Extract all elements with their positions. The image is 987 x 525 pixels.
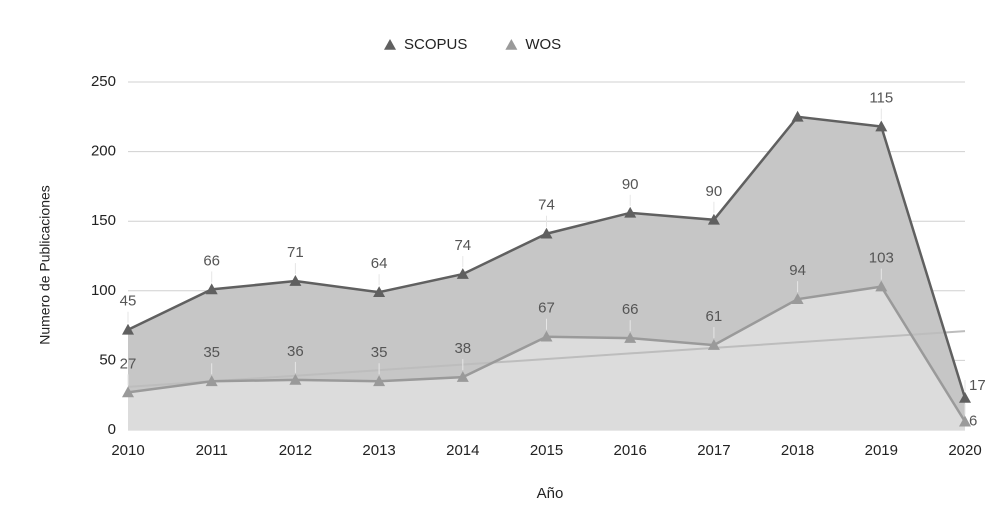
value-label: 67 [538, 300, 555, 317]
value-label: 6 [969, 413, 977, 430]
marker [456, 268, 469, 279]
legend-marker [505, 39, 518, 50]
marker [791, 110, 804, 122]
value-label: 94 [789, 262, 806, 279]
marker [289, 275, 302, 286]
y-tick-label: 50 [99, 351, 116, 368]
value-label: 90 [622, 176, 639, 193]
value-label: 27 [120, 355, 137, 372]
marker [373, 286, 386, 297]
marker [707, 339, 720, 350]
trendline [127, 330, 966, 388]
y-tick-label: 150 [91, 212, 116, 229]
marker [456, 371, 469, 382]
marker [707, 213, 720, 225]
y-tick-label: 200 [91, 143, 116, 160]
value-label: 66 [203, 252, 220, 269]
marker [205, 375, 218, 387]
value-label: 35 [371, 344, 388, 361]
x-axis-label: Año [537, 485, 564, 502]
value-label: 36 [287, 343, 304, 360]
marker [122, 386, 134, 398]
value-label: 45 [120, 293, 137, 310]
x-tick-label: 2011 [196, 442, 228, 459]
x-tick-label: 2017 [697, 442, 730, 459]
value-label: 38 [454, 340, 471, 357]
marker [373, 375, 386, 387]
marker [122, 323, 134, 335]
y-tick-label: 100 [91, 282, 116, 299]
marker [540, 227, 553, 239]
marker [540, 330, 553, 342]
marker [875, 280, 888, 292]
marker [205, 283, 218, 295]
marker [959, 415, 971, 427]
x-tick-label: 2019 [865, 442, 898, 459]
marker [791, 293, 804, 304]
x-tick-label: 2018 [781, 442, 814, 459]
y-tick-label: 0 [108, 421, 116, 438]
value-label: 71 [287, 244, 304, 261]
value-label: 103 [869, 250, 894, 267]
x-tick-label: 2020 [948, 442, 981, 459]
legend-label: WOS [525, 36, 561, 53]
value-label: 90 [706, 183, 723, 200]
marker [624, 206, 637, 218]
value-label: 115 [869, 90, 893, 107]
value-label: 74 [454, 237, 471, 254]
y-tick-label: 250 [91, 73, 116, 90]
value-label: 61 [706, 308, 723, 325]
value-label: 66 [622, 301, 639, 318]
x-tick-label: 2012 [279, 442, 312, 459]
marker [624, 332, 637, 343]
y-axis-label: Numero de Publicaciones [37, 185, 53, 345]
legend-label: SCOPUS [404, 36, 467, 53]
x-tick-label: 2014 [446, 442, 479, 459]
value-label: 64 [371, 255, 388, 272]
x-tick-label: 2013 [362, 442, 395, 459]
value-label: 17 [969, 377, 986, 394]
value-label: 74 [538, 197, 555, 214]
x-tick-label: 2016 [614, 442, 647, 459]
x-tick-label: 2010 [111, 442, 144, 459]
area [128, 116, 965, 422]
marker [289, 373, 302, 385]
legend-marker [384, 39, 396, 50]
marker [959, 391, 971, 403]
value-label: 35 [203, 344, 220, 361]
marker [875, 120, 888, 132]
x-tick-label: 2015 [530, 442, 563, 459]
